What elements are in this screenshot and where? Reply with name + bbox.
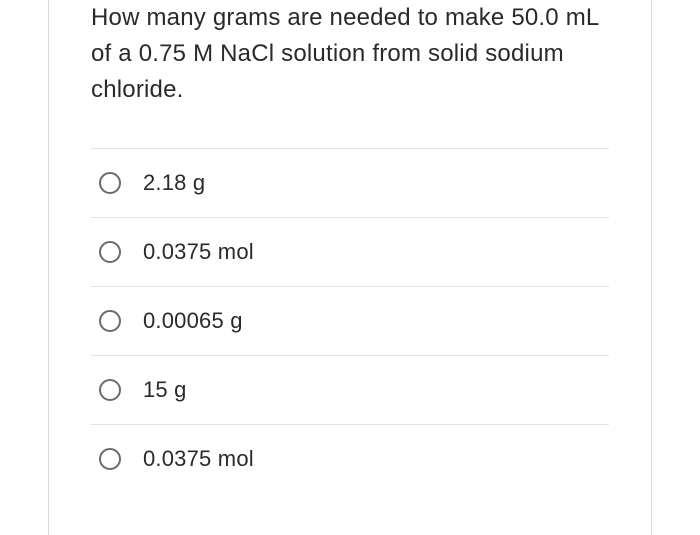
option-label: 2.18 g [143, 170, 205, 196]
option-label: 0.0375 mol [143, 239, 254, 265]
option-row[interactable]: 0.0375 mol [91, 424, 609, 493]
radio-icon[interactable] [99, 241, 121, 263]
question-text: How many grams are needed to make 50.0 m… [91, 0, 609, 148]
radio-icon[interactable] [99, 172, 121, 194]
option-row[interactable]: 0.00065 g [91, 286, 609, 355]
option-label: 0.0375 mol [143, 446, 254, 472]
option-row[interactable]: 15 g [91, 355, 609, 424]
option-label: 15 g [143, 377, 187, 403]
option-label: 0.00065 g [143, 308, 243, 334]
options-list: 2.18 g 0.0375 mol 0.00065 g 15 g 0.0375 … [91, 148, 609, 493]
radio-icon[interactable] [99, 310, 121, 332]
radio-icon[interactable] [99, 448, 121, 470]
question-container: How many grams are needed to make 50.0 m… [48, 0, 652, 535]
option-row[interactable]: 2.18 g [91, 148, 609, 217]
radio-icon[interactable] [99, 379, 121, 401]
option-row[interactable]: 0.0375 mol [91, 217, 609, 286]
